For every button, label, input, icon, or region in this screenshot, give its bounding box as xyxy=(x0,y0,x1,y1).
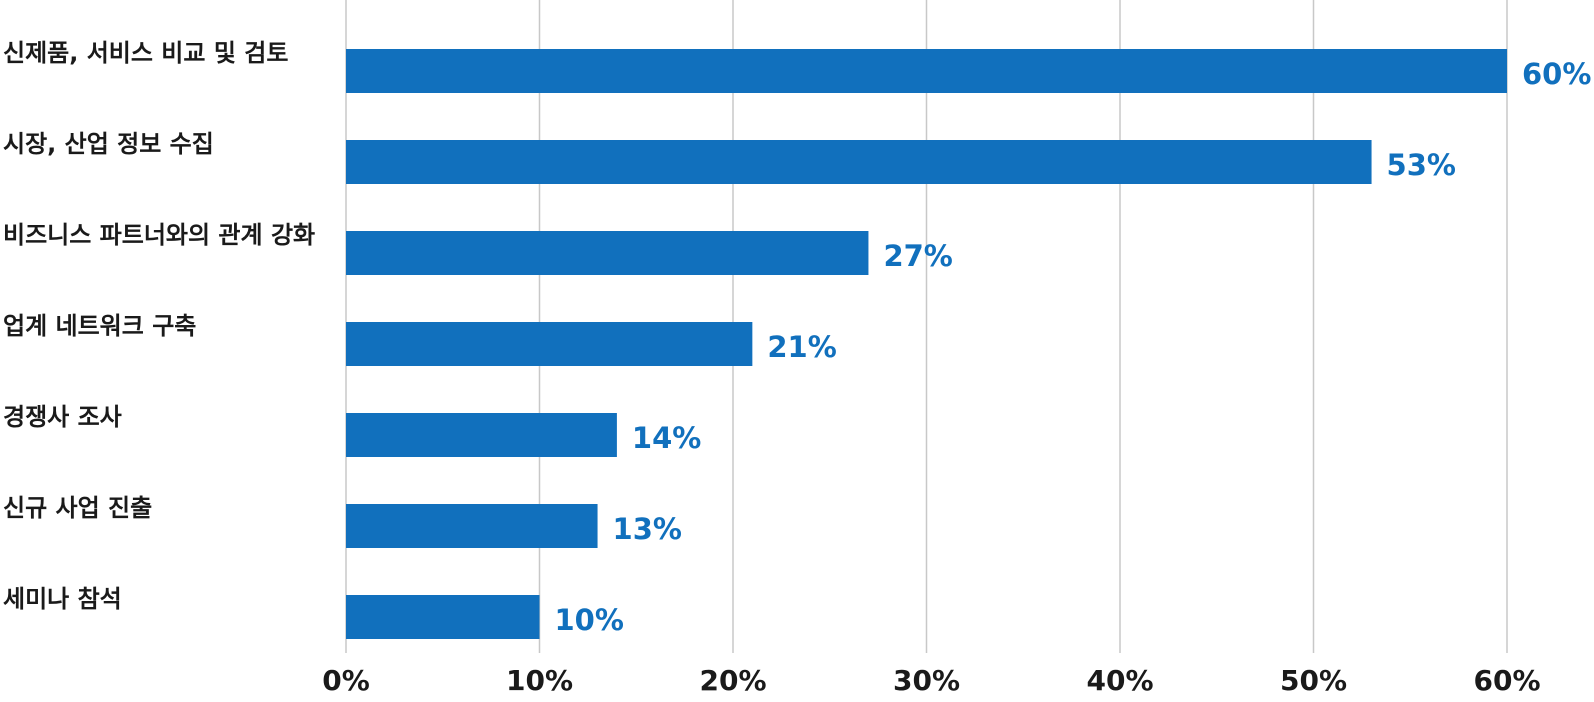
bar xyxy=(346,595,540,639)
bar xyxy=(346,140,1372,184)
category-label: 신제품, 서비스 비교 및 검토 xyxy=(3,39,288,67)
bar xyxy=(346,231,869,275)
x-tick-label: 60% xyxy=(1473,664,1540,697)
bar-value-label: 21% xyxy=(767,330,836,364)
category-label: 시장, 산업 정보 수집 xyxy=(3,130,214,158)
category-label: 세미나 참석 xyxy=(3,585,122,613)
category-label: 비즈니스 파트너와의 관계 강화 xyxy=(3,221,315,249)
x-tick-label: 30% xyxy=(893,664,960,697)
bar-value-label: 10% xyxy=(555,603,624,637)
bar xyxy=(346,49,1507,93)
x-tick-label: 0% xyxy=(322,664,370,697)
bar xyxy=(346,413,617,457)
category-label: 경쟁사 조사 xyxy=(3,403,122,431)
bar-value-label: 53% xyxy=(1387,148,1456,182)
bars xyxy=(346,49,1507,639)
bar-value-label: 60% xyxy=(1522,57,1591,91)
bar-value-label: 13% xyxy=(613,512,682,546)
x-tick-label: 20% xyxy=(699,664,766,697)
category-label: 신규 사업 진출 xyxy=(3,494,152,522)
x-axis-tick-labels: 0% 10% 20% 30% 40% 50% 60% xyxy=(322,664,1540,697)
x-tick-label: 40% xyxy=(1086,664,1153,697)
value-labels: 60% 53% 27% 21% 14% 13% 10% xyxy=(555,57,1592,637)
x-tick-label: 10% xyxy=(506,664,573,697)
bar xyxy=(346,504,598,548)
bar xyxy=(346,322,753,366)
category-label: 업계 네트워크 구축 xyxy=(3,312,196,340)
x-tick-label: 50% xyxy=(1280,664,1347,697)
bar-value-label: 14% xyxy=(632,421,701,455)
bar-value-label: 27% xyxy=(883,239,952,273)
